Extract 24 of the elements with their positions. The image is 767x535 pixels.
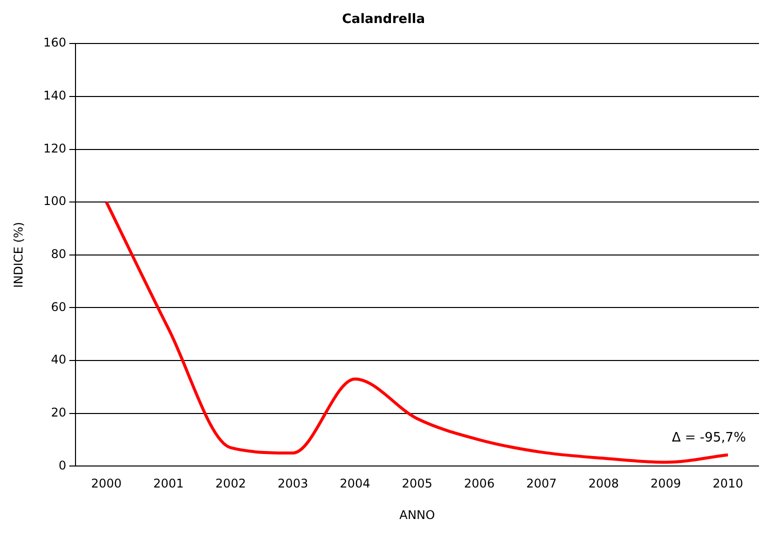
x-tick-label: 2006 <box>464 476 495 491</box>
x-tick-label: 2002 <box>215 476 246 491</box>
x-tick-label: 2008 <box>588 476 619 491</box>
x-axis-title: ANNO <box>399 508 435 522</box>
x-tick-label: 2010 <box>712 476 744 491</box>
x-tick-label: 2000 <box>91 476 122 491</box>
y-tick-label: 20 <box>51 406 66 420</box>
y-tick-label: 40 <box>51 352 66 367</box>
x-tick-label: 2003 <box>278 476 308 491</box>
chart-title: Calandrella <box>342 12 426 28</box>
y-tick-label: 120 <box>43 141 66 156</box>
annotation: Δ = -95,7% <box>672 430 746 446</box>
y-tick-label: 0 <box>58 458 66 472</box>
y-tick-label: 140 <box>43 88 66 103</box>
x-tick-label: 2005 <box>402 476 432 491</box>
y-axis-title: INDICE (%) <box>11 222 26 288</box>
y-tick-label: 160 <box>43 36 66 50</box>
x-tick-label: 2007 <box>526 476 557 491</box>
y-tick-label: 80 <box>51 247 66 262</box>
y-tick-label: 100 <box>43 194 66 208</box>
x-tick-label: 2001 <box>153 476 184 491</box>
y-tick-label: 60 <box>51 300 66 314</box>
x-tick-label: 2009 <box>650 476 682 491</box>
x-tick-label: 2004 <box>340 476 370 491</box>
